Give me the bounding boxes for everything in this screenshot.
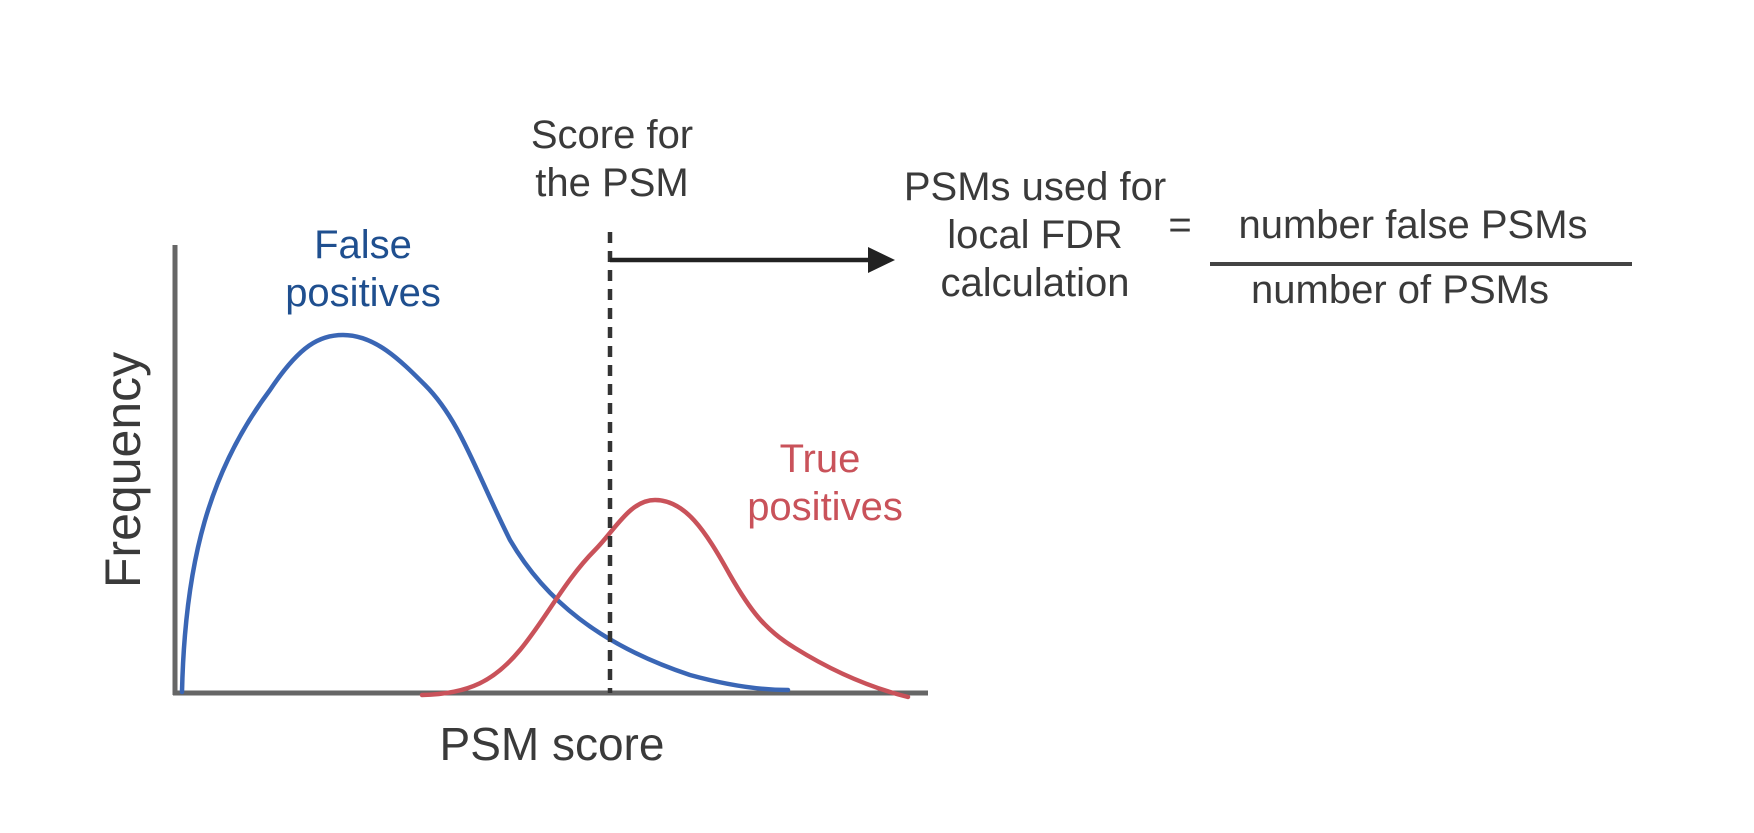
true-positives-label-line1: True <box>780 437 861 481</box>
true-positives-label-line2: positives <box>747 485 903 529</box>
formula-numerator: number false PSMs <box>1238 203 1587 247</box>
formula-denominator: number of PSMs <box>1251 268 1549 312</box>
arrow-head <box>868 247 895 273</box>
x-axis-label: PSM score <box>440 718 665 770</box>
false-positives-label-line1: False <box>314 223 412 267</box>
y-axis-label: Frequency <box>95 352 151 588</box>
true-positives-curve <box>419 497 911 700</box>
false-positives-curve <box>179 332 791 695</box>
threshold-label-line2: the PSM <box>535 161 688 205</box>
formula-lhs-line2: local FDR <box>947 213 1123 257</box>
formula-lhs-line3: calculation <box>940 261 1129 305</box>
formula-lhs-line1: PSMs used for <box>904 165 1166 209</box>
formula-equals: = <box>1168 203 1191 247</box>
false-positives-label-line2: positives <box>285 271 441 315</box>
threshold-label-line1: Score for <box>531 113 693 157</box>
